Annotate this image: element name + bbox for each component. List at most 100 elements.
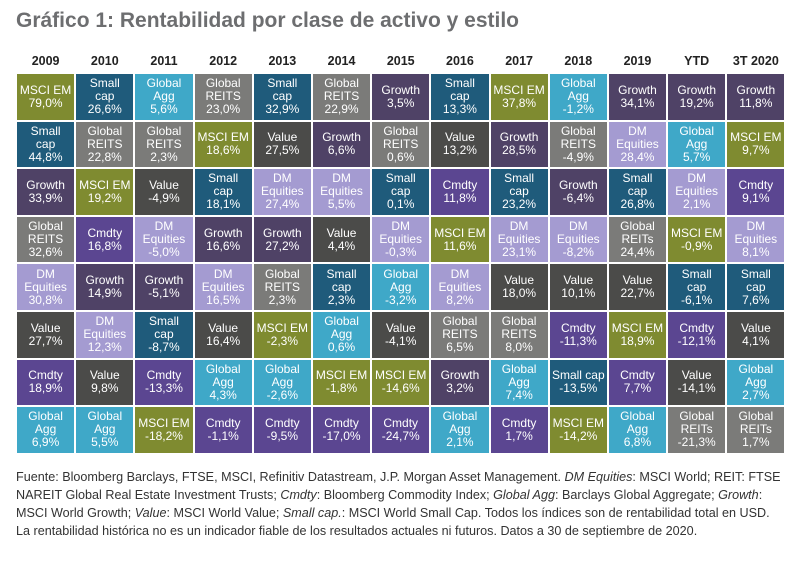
cell-dm-equities: DM Equities -8,2% <box>548 215 608 264</box>
cell-asset-label: Global Agg <box>679 123 714 151</box>
cell-value: Value 27,5% <box>252 120 312 169</box>
cell-return-value: 11,8% <box>739 95 773 110</box>
cell-return-value: 18,1% <box>206 197 241 212</box>
cell-asset-label: Growth <box>381 82 421 97</box>
column-header-2014: 2014 <box>327 54 356 68</box>
cell-asset-label: MSCI EM <box>670 225 723 240</box>
cell-asset-label: Growth <box>736 82 776 97</box>
footnote-segment: : MSCI World Growth; <box>16 488 763 520</box>
cell-value: Value -14,1% <box>667 358 727 407</box>
cell-asset-label: Global Agg <box>442 409 478 437</box>
cell-global-reits: Global REITS 6,5% <box>430 310 490 359</box>
cell-return-value: -0,3% <box>385 245 417 260</box>
cell-return-value: -2,3% <box>266 333 299 348</box>
cell-return-value: 18,9% <box>28 381 63 396</box>
footnote-segment: : MSCI World Small Cap. Todos los índice… <box>16 506 770 538</box>
cell-small-cap: Small cap 18,1% <box>193 168 253 216</box>
cell-value: Value 18,0% <box>489 263 549 311</box>
cell-return-value: 23,1% <box>502 245 537 260</box>
cell-growth: Growth 11,8% <box>726 73 786 121</box>
cell-return-value: -6,1% <box>680 292 713 307</box>
column-header-2010: 2010 <box>90 54 119 68</box>
cell-small-cap: Small cap 23,2% <box>489 168 549 216</box>
cell-return-value: 9,8% <box>91 381 119 396</box>
cell-asset-label: DM Equities <box>260 171 304 199</box>
cell-return-value: 4,4% <box>327 238 356 253</box>
cell-asset-label: Global Agg <box>146 76 182 104</box>
cell-return-value: -13,3% <box>144 381 183 396</box>
cell-asset-label: DM Equities <box>83 314 127 342</box>
cell-asset-label: Growth <box>322 130 361 145</box>
cell-asset-label: Cmdty <box>87 225 123 240</box>
cell-asset-label: Cmdty <box>324 415 359 430</box>
cell-value: Value 13,2% <box>430 120 490 169</box>
cell-asset-label: MSCI EM <box>730 130 782 145</box>
cell-return-value: -17,0% <box>322 428 361 443</box>
cell-global-reits: Global REITS 2,3% <box>134 120 194 169</box>
cell-global-reits: Global REITS 22,8% <box>75 120 135 169</box>
cell-asset-label: DM Equities <box>497 219 541 247</box>
cell-global-reits: Global REITs 1,7% <box>726 406 786 454</box>
cell-asset-label: Global REITS <box>87 123 123 151</box>
cell-value: Value 9,8% <box>75 358 135 407</box>
cell-value: Value 27,7% <box>16 310 76 359</box>
cell-asset-label: Global Agg <box>205 361 241 389</box>
cell-global-reits: Global REITS 22,9% <box>311 73 372 121</box>
cell-asset-label: Cmdty <box>679 320 714 335</box>
cell-global-agg: Global Agg -3,2% <box>371 263 431 311</box>
cell-return-value: 1,7% <box>742 435 770 450</box>
column-header-2019: 2019 <box>623 54 652 68</box>
cell-asset-label: Global REITS <box>264 266 301 294</box>
cell-global-agg: Global Agg 6,9% <box>16 406 76 454</box>
cell-asset-label: Growth <box>440 368 480 383</box>
column-header-2013: 2013 <box>268 54 297 68</box>
cell-asset-label: Small cap <box>681 266 712 294</box>
cell-return-value: 22,7% <box>620 286 655 301</box>
cell-value: Value 16,4% <box>193 310 253 359</box>
cell-return-value: -14,2% <box>559 428 598 443</box>
cell-asset-label: Value <box>326 225 357 240</box>
cell-asset-label: Small cap <box>551 368 605 383</box>
cell-return-value: 22,8% <box>87 149 122 164</box>
cell-growth: Growth 28,5% <box>489 120 549 169</box>
cell-asset-label: MSCI EM <box>138 415 190 430</box>
cell-return-value: 22,9% <box>324 102 359 117</box>
cell-return-value: 2,3% <box>327 292 356 307</box>
cell-return-value: 16,5% <box>206 292 241 307</box>
footnote: Fuente: Bloomberg Barclays, FTSE, MSCI, … <box>16 468 786 540</box>
footnote-segment: : Bloomberg Commodity Index; <box>316 488 494 502</box>
cell-return-value: 19,2% <box>87 190 122 205</box>
cell-global-agg: Global Agg 5,6% <box>134 73 194 121</box>
cell-return-value: 32,6% <box>28 245 63 260</box>
cell-asset-label: DM Equities <box>320 171 363 199</box>
cell-asset-label: Global Agg <box>324 314 359 342</box>
cell-return-value: 28,4% <box>620 149 655 164</box>
cell-return-value: 8,0% <box>505 340 533 355</box>
cell-asset-label: Small cap <box>444 76 475 104</box>
cell-return-value: 34,1% <box>620 95 655 110</box>
cell-cmdty: Cmdty -13,3% <box>134 358 194 407</box>
cell-asset-label: Global REITs <box>679 409 714 437</box>
cell-growth: Growth 27,2% <box>252 215 312 264</box>
cell-return-value: 2,3% <box>150 149 178 164</box>
cell-return-value: 6,8% <box>623 435 652 450</box>
cell-return-value: -24,7% <box>381 428 420 443</box>
cell-asset-label: Global REITS <box>27 219 64 247</box>
cell-asset-label: Global Agg <box>28 409 63 437</box>
cell-cmdty: Cmdty -12,1% <box>667 310 727 359</box>
column-header-2017: 2017 <box>505 54 533 68</box>
cell-return-value: -2,6% <box>266 387 299 402</box>
cell-global-agg: Global Agg 0,6% <box>311 310 372 359</box>
cell-asset-label: Value <box>622 273 653 288</box>
cell-asset-label: DM Equities <box>675 171 718 199</box>
cell-cmdty: Cmdty 7,7% <box>607 358 668 407</box>
cell-value: Value 22,7% <box>607 263 668 311</box>
cell-asset-label: Growth <box>203 225 243 240</box>
cell-global-reits: Global REITS 2,3% <box>252 263 312 311</box>
cell-return-value: 18,0% <box>502 286 537 301</box>
cell-asset-label: Small cap <box>622 171 653 199</box>
footnote-segment: : MSCI World; REIT: FTSE NAREIT Global R… <box>16 470 781 502</box>
cell-asset-label: Value <box>385 320 416 335</box>
cell-asset-label: Small cap <box>740 266 771 294</box>
cell-return-value: -9,5% <box>266 428 299 443</box>
